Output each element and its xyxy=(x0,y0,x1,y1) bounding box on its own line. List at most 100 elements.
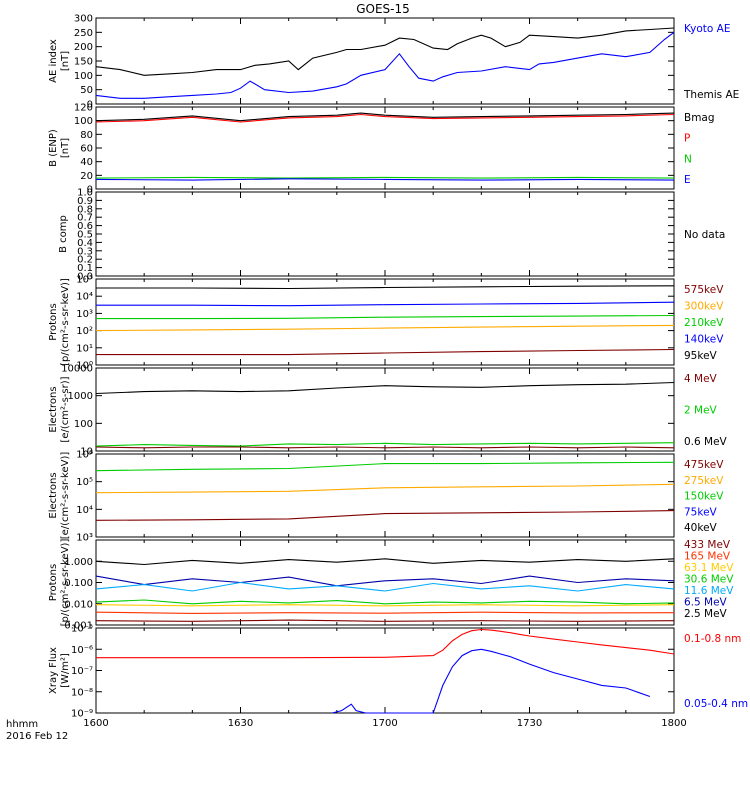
y-tick-label: 0.001 xyxy=(64,621,93,632)
x-tick-label: 1600 xyxy=(83,718,108,729)
x-tick-label: 1630 xyxy=(228,718,253,729)
y-tick-label: 0.3 xyxy=(77,246,93,257)
series-11-6-mev xyxy=(95,581,675,592)
y-axis-label: [p/(cm²-s-sr-keV)] xyxy=(60,278,71,366)
legend-entry: 165 MeV xyxy=(684,551,731,563)
y-tick-label: 10¹ xyxy=(76,343,93,354)
y-tick-label: 0 xyxy=(87,185,93,196)
legend-entry: P xyxy=(684,133,690,145)
y-axis-label: AE index xyxy=(48,39,59,83)
y-tick-label: 0.2 xyxy=(77,255,93,266)
legend-entry: Themis AE xyxy=(683,89,739,101)
y-tick-label: 0.0 xyxy=(77,272,93,283)
series-2-5-mev xyxy=(95,558,675,566)
y-tick-label: 60 xyxy=(80,144,93,155)
legend-entry: 63.1 MeV xyxy=(684,562,734,574)
legend-entry: 0.05-0.4 nm xyxy=(684,698,748,710)
series-433-mev xyxy=(95,619,675,622)
series-0-1-0-8-nm xyxy=(96,628,675,659)
legend-entry: 300keV xyxy=(684,301,724,313)
panel-bfield: 0 20 40 60 80 100 120 B (ENP) [nT] Bmag PNE xyxy=(48,103,715,196)
panel-xray: 10⁻⁹ 10⁻⁸ 10⁻⁷ 10⁻⁶ 10⁻⁵ Xray Flux [W/m²] 0.1-0… xyxy=(48,624,748,720)
series-kyoto-ae xyxy=(95,31,675,99)
series-2-mev xyxy=(95,442,675,447)
y-tick-label: 0.5 xyxy=(77,230,93,241)
series-6-5-mev xyxy=(95,575,675,587)
y-tick-label: 0.1 xyxy=(77,263,93,274)
series-bmag xyxy=(95,112,675,122)
panel-frame xyxy=(95,453,675,538)
series-0-6-mev xyxy=(95,381,675,395)
y-tick-label: 10000 xyxy=(61,364,93,375)
y-tick-label: 300 xyxy=(74,14,93,25)
x-tick-label: 1800 xyxy=(661,718,686,729)
x-tick-label: 1700 xyxy=(372,718,397,729)
series-30-6-mev xyxy=(95,599,675,605)
y-tick-label: 120 xyxy=(74,103,93,114)
chart-title: GOES-15 xyxy=(356,2,410,16)
y-tick-label: 200 xyxy=(74,42,93,53)
y-tick-label: 0.010 xyxy=(64,599,93,610)
y-axis-label: Protons xyxy=(48,303,59,340)
legend-entry: 95keV xyxy=(684,350,718,362)
y-axis-label: [W/m²] xyxy=(60,653,71,688)
y-axis-label: [nT] xyxy=(60,138,71,158)
series-165-mev xyxy=(95,611,675,614)
y-tick-label: 10⁻⁷ xyxy=(71,666,93,677)
series-300kev xyxy=(95,324,675,332)
series-575kev xyxy=(96,348,675,356)
y-tick-label: 0.6 xyxy=(77,221,93,232)
series-0-05-0-4-nm xyxy=(331,648,651,714)
legend-entry: 4 MeV xyxy=(684,373,718,385)
y-tick-label: 10 xyxy=(80,447,93,458)
legend-entry: 0.6 MeV xyxy=(684,436,728,448)
legend-entry: Kyoto AE xyxy=(684,23,730,35)
panel-electrons_diff: 10³ 10⁴ 10⁵ 10⁶ Electrons [e/(cm²-s-sr-keV)] 4… xyxy=(48,450,724,544)
series-4-mev xyxy=(95,446,675,449)
legend-entry: Bmag xyxy=(684,112,715,124)
y-tick-label: 0.8 xyxy=(77,204,93,215)
legend-entry: 2.5 MeV xyxy=(684,608,728,620)
y-tick-label: 10³ xyxy=(76,533,93,544)
y-tick-label: 0.100 xyxy=(64,578,93,589)
legend-entry: N xyxy=(684,153,692,165)
y-tick-label: 1.000 xyxy=(64,557,93,568)
y-tick-label: 0 xyxy=(87,100,93,111)
y-axis-label: [nT] xyxy=(60,51,71,71)
series-themis-ae xyxy=(95,27,675,76)
panel-protons_high: 0.001 0.010 0.100 1.000 Protons [p/(cm²-s-sr-… xyxy=(48,539,734,632)
x-tick-label: 1730 xyxy=(517,718,542,729)
y-tick-label: 1000 xyxy=(68,391,93,402)
panel-frame xyxy=(95,17,675,105)
legend-entry: 75keV xyxy=(684,506,718,518)
y-tick-label: 10⁵ xyxy=(76,275,93,286)
date-label: 2016 Feb 12 xyxy=(6,731,68,742)
y-tick-label: 10⁴ xyxy=(76,505,93,516)
time-axis-label: hhmm xyxy=(6,719,38,730)
y-axis-label: [e/(cm²-s-sr)] xyxy=(60,376,71,442)
y-tick-label: 10⁻⁸ xyxy=(71,687,93,698)
y-tick-label: 10⁻⁹ xyxy=(71,709,93,720)
series-e xyxy=(95,178,675,181)
panel-frame xyxy=(95,106,675,190)
panel-protons_low: 10⁰ 10¹ 10² 10³ 10⁴ 10⁵ Protons [p/(cm²-s-sr-ke… xyxy=(48,275,724,372)
y-tick-label: 50 xyxy=(80,85,93,96)
series-95kev xyxy=(96,285,675,290)
series-275kev xyxy=(95,483,675,494)
legend-entry: 275keV xyxy=(684,475,724,487)
y-tick-label: 250 xyxy=(74,28,93,39)
y-axis-label: [p/(cm²-s-sr-keV)] xyxy=(60,539,71,627)
series-n xyxy=(95,176,675,179)
legend-entry: 11.6 MeV xyxy=(684,585,734,597)
panel-frame xyxy=(95,367,675,452)
legend-entry: 2 MeV xyxy=(684,405,718,417)
y-tick-label: 0.9 xyxy=(77,196,93,207)
series-150kev xyxy=(95,461,675,472)
y-tick-label: 1.0 xyxy=(77,188,93,199)
panel-frame xyxy=(95,539,675,626)
y-tick-label: 10⁻⁵ xyxy=(71,624,93,635)
y-tick-label: 40 xyxy=(80,157,93,168)
